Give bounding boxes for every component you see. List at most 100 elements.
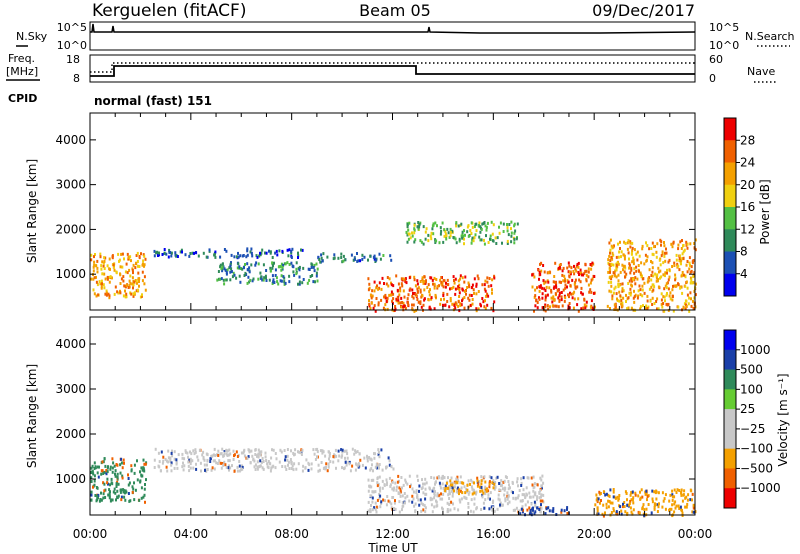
velocity-cell [264,455,267,459]
velocity-cell [347,460,350,464]
power-cell [229,270,232,274]
power-cell [681,239,683,242]
power-cell [221,269,224,273]
power-cell [670,242,673,246]
power-cell [116,290,119,294]
velocity-cell [348,462,351,466]
power-colorbar-segment [724,207,736,230]
power-cell [561,269,564,273]
velocity-cell [169,459,172,463]
power-cell [275,249,278,253]
velocity-cell [453,507,456,511]
power-cell [544,298,547,302]
power-cell [660,275,663,279]
power-cell [641,244,644,248]
power-cell [125,292,128,296]
velocity-cell [441,507,444,511]
velocity-cell [499,489,502,492]
power-cell [461,299,463,303]
power-cell [639,307,642,311]
power-cell [317,255,320,259]
power-cell [458,288,461,292]
power-cell [542,279,545,283]
velocity-cell [420,509,423,513]
power-cell [454,306,457,310]
power-cell [320,256,323,260]
power-cell [442,294,445,297]
velocity-cell [501,487,504,491]
power-cell [398,293,401,297]
power-colorbar-segment [724,118,736,141]
power-cell [391,299,394,303]
power-cell [280,279,283,283]
power-cell [575,269,578,273]
power-cell [556,288,559,292]
power-cell [90,253,93,257]
power-cell [302,278,305,281]
velocity-cell [678,489,681,492]
power-cell [443,297,445,301]
power-cell [298,275,301,279]
power-cell [609,275,612,279]
power-cell [419,300,422,304]
velocity-cell [200,469,202,473]
velocity-cell [314,458,317,461]
power-cell [663,309,666,313]
velocity-cell [205,452,208,456]
velocity-cell [131,485,134,489]
power-cell [639,271,642,275]
velocity-cell [300,448,303,452]
power-cell [108,294,111,298]
power-cell [656,307,658,311]
power-cell [664,274,666,278]
power-cell [685,303,687,307]
velocity-cell [491,481,494,485]
velocity-cell [240,468,242,472]
velocity-region-3 [444,479,496,496]
power-cell [142,253,145,257]
power-cell [666,268,668,272]
power-cell [370,301,373,305]
power-cell [655,250,658,254]
power-cell [144,288,147,292]
power-cell [469,303,472,307]
power-cell [175,254,178,258]
power-cell [281,267,284,271]
power-cell [607,280,610,284]
power-cell [90,277,93,281]
power-cell [646,299,649,303]
velocity-cell [394,481,397,485]
power-cell [132,263,135,267]
velocity-cell [450,500,453,504]
velocity-cell [344,456,346,460]
power-cell [673,284,676,288]
power-cell [226,268,229,272]
velocity-cell [143,469,146,473]
power-cell [646,294,649,298]
velocity-cell [140,486,143,490]
velocity-cell [497,497,500,501]
velocity-cell [177,453,180,457]
velocity-cell [111,457,114,461]
power-cell [562,288,565,292]
power-cell [568,264,571,268]
velocity-cell [495,476,498,480]
power-cell [111,276,113,280]
velocity-cell [90,480,93,483]
power-cell [297,256,299,259]
power-cell [589,263,592,266]
velocity-cell [496,475,499,479]
power-cell [567,293,569,297]
power-cell [290,261,293,265]
velocity-cell [621,505,624,509]
power-cell [653,285,656,289]
velocity-cell [685,505,688,509]
velocity-cell [637,510,640,514]
power-cell [136,251,139,255]
power-cell [693,289,696,293]
power-cell [572,306,575,310]
cpid-label: CPID [8,92,37,105]
velocity-cell [153,466,156,469]
power-cell [624,275,626,279]
power-cell [382,254,385,257]
